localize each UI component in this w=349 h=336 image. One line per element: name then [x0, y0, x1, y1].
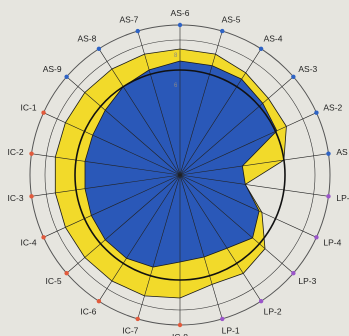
radial-tick-labels: 86	[174, 53, 178, 89]
marker-lp-2	[258, 298, 264, 304]
spoke-lp-3	[179, 174, 294, 274]
axis-label-as-9: AS-9	[43, 64, 62, 74]
marker-ic-2	[29, 151, 34, 156]
reference-ring	[74, 69, 286, 281]
axis-label-ic-3: IC-3	[8, 193, 24, 203]
axis-label-as-4: AS-4	[264, 34, 283, 44]
radial-tick-label: 8	[174, 53, 178, 59]
axis-markers	[29, 22, 331, 328]
marker-ic-3	[29, 194, 34, 199]
axis-label-as-8: AS-8	[77, 34, 96, 44]
spoke-ic-2	[31, 153, 181, 176]
marker-as-9	[64, 74, 69, 79]
spoke-lp-1	[179, 174, 223, 320]
axis-label-ic-7: IC-7	[122, 325, 138, 335]
marker-ic-7	[135, 316, 140, 322]
axis-label-ic-2: IC-2	[8, 147, 24, 157]
axis-label-ic-1: IC-1	[21, 103, 37, 113]
marker-ic-5	[64, 271, 69, 276]
axis-label-lp-3: LP-3	[298, 276, 316, 286]
spoke-as-1	[179, 153, 329, 176]
spoke-lp-5	[179, 174, 329, 197]
spoke-lp-4	[179, 174, 317, 238]
spoke-ic-4	[43, 174, 181, 238]
axis-label-lp-2: LP-2	[264, 306, 282, 316]
spoke-as-3	[179, 76, 294, 176]
axis-label-as-2: AS-2	[323, 103, 342, 113]
marker-as-3	[291, 74, 296, 79]
marker-as-2	[314, 110, 319, 115]
axis-label-ic-6: IC-6	[80, 306, 96, 316]
axis-label-ic-4: IC-4	[21, 237, 37, 247]
marker-as-6	[177, 22, 183, 28]
axis-labels: AS-6 AS-5 AS-4 AS-3 AS-2 AS LP-5 LP-4 LP-3 LP-2 LP…	[8, 8, 349, 336]
marker-lp-1	[220, 316, 225, 322]
axis-label-as-5: AS-5	[222, 15, 241, 25]
marker-ic-4	[41, 235, 46, 240]
marker-lp-3	[291, 271, 296, 276]
marker-as-1	[326, 151, 331, 156]
axis-label-as-7: AS-7	[119, 15, 138, 25]
axis-label-as-3: AS-3	[298, 64, 317, 74]
axis-label-as-6: AS-6	[171, 8, 190, 18]
spoke-lp-2	[179, 174, 262, 302]
radial-spokes	[31, 25, 329, 325]
marker-as-7	[135, 28, 140, 34]
spoke-ic-3	[31, 174, 181, 197]
spoke-as-9	[66, 76, 181, 176]
axis-label-as-1: AS	[336, 147, 348, 157]
marker-as-5	[220, 28, 225, 34]
axis-label-lp-4: LP-4	[323, 237, 341, 247]
spoke-as-7	[137, 30, 181, 176]
marker-ic-8	[177, 322, 183, 328]
spoke-ic-1	[43, 112, 181, 176]
spoke-ic-6	[98, 174, 181, 302]
radial-tick-label: 6	[174, 83, 178, 89]
spoke-ic-7	[137, 174, 181, 320]
marker-ic-6	[96, 298, 102, 304]
spoke-ic-5	[66, 174, 181, 274]
axis-label-lp-5: LP-5	[336, 193, 349, 203]
marker-as-4	[258, 46, 264, 52]
axis-label-lp-1: LP-1	[222, 325, 240, 335]
spoke-as-8	[98, 48, 181, 176]
axis-label-ic-5: IC-5	[46, 276, 62, 286]
marker-lp-5	[326, 194, 331, 199]
reference-ring-group	[74, 69, 286, 281]
spoke-as-4	[179, 48, 262, 176]
marker-ic-1	[41, 110, 46, 115]
spoke-as-5	[179, 30, 223, 176]
marker-lp-4	[314, 235, 319, 240]
spoke-as-2	[179, 112, 317, 176]
axis-label-ic-8: IC-8	[172, 332, 188, 336]
marker-as-8	[96, 46, 102, 52]
